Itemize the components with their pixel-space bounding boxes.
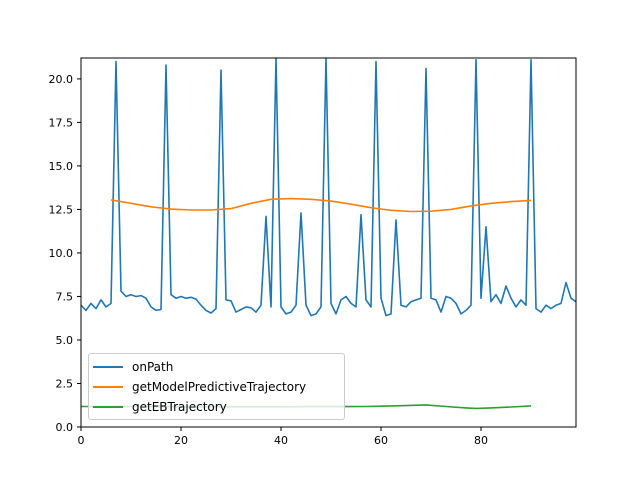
legend-label-getmodelpredictivetrajectory: getModelPredictiveTrajectory — [132, 380, 307, 394]
y-tick-label: 12.5 — [49, 203, 74, 216]
legend-entry-getmodelpredictivetrajectory: getModelPredictiveTrajectory — [93, 377, 338, 397]
legend-entry-onpath: onPath — [93, 357, 338, 377]
y-tick-label: 20.0 — [49, 73, 74, 86]
series-line-onPath — [80, 57, 577, 317]
legend-entry-getebtrajectory: getEBTrajectory — [93, 397, 338, 417]
legend-swatch-getebtrajectory — [93, 406, 123, 408]
legend-swatch-onpath — [93, 366, 123, 368]
y-tick-label: 5.0 — [56, 334, 74, 347]
legend-label-onpath: onPath — [132, 360, 174, 374]
legend-swatch-getmodelpredictivetrajectory — [93, 386, 123, 388]
x-tick-label: 40 — [274, 434, 288, 447]
series-line-getModelPredictiveTrajectory — [110, 197, 532, 213]
x-tick-label: 60 — [374, 434, 388, 447]
y-tick-label: 17.5 — [49, 116, 74, 129]
x-tick-label: 80 — [474, 434, 488, 447]
x-tick-label: 20 — [174, 434, 188, 447]
y-tick-label: 0.0 — [56, 421, 74, 434]
y-tick-label: 10.0 — [49, 247, 74, 260]
axes-border — [80, 57, 577, 428]
legend: onPath getModelPredictiveTrajectory getE… — [88, 353, 345, 420]
y-tick-label: 7.5 — [56, 290, 74, 303]
x-tick-label: 0 — [78, 434, 85, 447]
legend-label-getebtrajectory: getEBTrajectory — [132, 400, 227, 414]
y-tick-label: 2.5 — [56, 377, 74, 390]
y-tick-label: 15.0 — [49, 160, 74, 173]
